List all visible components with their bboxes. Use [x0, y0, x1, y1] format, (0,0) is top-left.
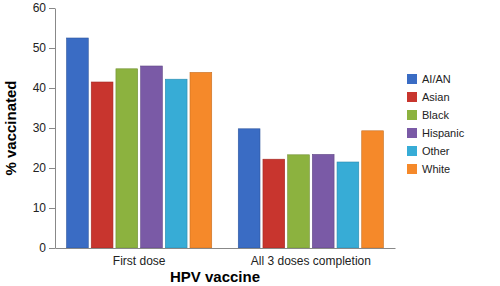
y-tick: 40 — [33, 81, 55, 95]
bar — [263, 159, 285, 248]
legend-swatch — [407, 164, 417, 174]
y-tick-label: 30 — [33, 121, 47, 135]
legend-label: Black — [422, 109, 449, 121]
legend-label: White — [422, 163, 450, 175]
y-tick: 10 — [33, 201, 55, 215]
bar — [165, 79, 187, 248]
x-tick: First dose — [113, 248, 166, 268]
y-axis-line — [55, 9, 56, 249]
y-tick-label: 20 — [33, 161, 47, 175]
legend-swatch — [407, 128, 417, 138]
y-tick-label: 50 — [33, 41, 47, 55]
plot-area: 0 10 20 30 40 50 60 First dose All 3 doses compl… — [33, 1, 396, 267]
y-tick-mark — [49, 88, 55, 89]
y-tick-mark — [49, 48, 55, 49]
legend-item: Black — [407, 109, 449, 121]
bar — [141, 66, 163, 248]
bar — [67, 38, 89, 248]
x-tick-label: First dose — [113, 254, 166, 268]
bar — [91, 82, 113, 248]
x-axis-title: HPV vaccine — [170, 268, 260, 285]
legend-label: Asian — [422, 91, 450, 103]
y-tick-label: 60 — [33, 1, 47, 15]
y-tick: 50 — [33, 41, 55, 55]
bar — [288, 155, 310, 248]
x-axis: First dose All 3 doses completion — [56, 248, 396, 268]
y-tick: 0 — [39, 241, 55, 255]
legend-item: Hispanic — [407, 127, 465, 139]
bar — [238, 129, 260, 248]
y-tick-mark — [49, 8, 55, 9]
bar — [312, 154, 334, 248]
y-tick-label: 10 — [33, 201, 47, 215]
legend-swatch — [407, 146, 417, 156]
y-tick-label: 0 — [39, 241, 46, 255]
y-tick: 20 — [33, 161, 55, 175]
y-tick-mark — [49, 208, 55, 209]
legend: AI/AN Asian Black Hispanic Other White — [407, 73, 465, 175]
bar — [190, 72, 212, 248]
legend-item: AI/AN — [407, 73, 451, 85]
y-tick-mark — [49, 248, 55, 249]
legend-item: Other — [407, 145, 450, 157]
bars — [67, 38, 384, 248]
y-axis: 0 10 20 30 40 50 60 — [33, 1, 56, 255]
y-tick: 30 — [33, 121, 55, 135]
legend-item: Asian — [407, 91, 450, 103]
y-tick-mark — [49, 168, 55, 169]
y-tick: 60 — [33, 1, 55, 15]
legend-label: Hispanic — [422, 127, 465, 139]
y-axis-title: % vaccinated — [2, 80, 19, 175]
x-tick-label: All 3 doses completion — [251, 254, 371, 268]
bar — [362, 131, 384, 248]
legend-label: Other — [422, 145, 450, 157]
legend-item: White — [407, 163, 450, 175]
bar — [116, 69, 138, 248]
bar — [337, 162, 359, 248]
y-tick-label: 40 — [33, 81, 47, 95]
legend-swatch — [407, 92, 417, 102]
chart: 0 10 20 30 40 50 60 First dose All 3 doses compl… — [0, 0, 500, 286]
legend-swatch — [407, 110, 417, 120]
legend-swatch — [407, 74, 417, 84]
legend-label: AI/AN — [422, 73, 451, 85]
x-axis-line — [56, 248, 396, 249]
y-tick-mark — [49, 128, 55, 129]
x-tick: All 3 doses completion — [251, 248, 371, 268]
